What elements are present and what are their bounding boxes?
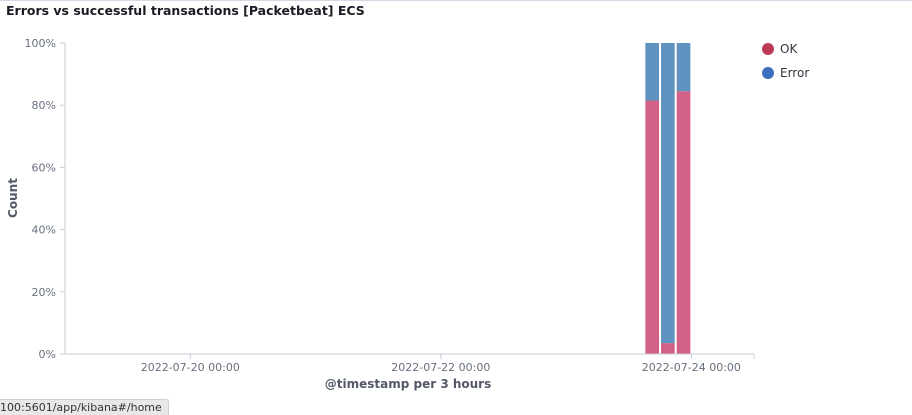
bar-ok-0[interactable] — [645, 100, 660, 354]
bar-ok-1[interactable] — [661, 343, 675, 354]
y-axis-title: Count — [6, 178, 20, 218]
legend-item-error[interactable]: Error — [762, 61, 809, 85]
y-tick-label: 60% — [32, 161, 56, 174]
error-series-dot-icon — [762, 67, 774, 79]
status-bar-url: 100:5601/app/kibana#/home — [0, 399, 169, 415]
x-axis-title: @timestamp per 3 hours — [325, 377, 491, 391]
legend-label-ok: OK — [780, 42, 798, 56]
panel-title: Errors vs successful transactions [Packe… — [6, 3, 365, 18]
bar-error-1[interactable] — [661, 43, 675, 344]
x-tick-label: 2022-07-24 00:00 — [642, 361, 741, 374]
x-tick-label: 2022-07-22 00:00 — [391, 361, 490, 374]
bar-error-2[interactable] — [676, 43, 691, 92]
y-tick-label: 80% — [32, 99, 56, 112]
y-tick-label: 100% — [25, 37, 56, 50]
legend: OK Error — [762, 37, 809, 85]
top-divider — [0, 0, 912, 1]
y-tick-label: 40% — [32, 224, 56, 237]
legend-item-ok[interactable]: OK — [762, 37, 809, 61]
ok-series-dot-icon — [762, 43, 774, 55]
x-tick-label: 2022-07-20 00:00 — [141, 361, 240, 374]
bar-ok-2[interactable] — [676, 91, 691, 354]
bar-error-0[interactable] — [645, 43, 660, 101]
y-tick-label: 0% — [39, 348, 56, 361]
legend-label-error: Error — [780, 66, 810, 80]
y-tick-label: 20% — [32, 286, 56, 299]
